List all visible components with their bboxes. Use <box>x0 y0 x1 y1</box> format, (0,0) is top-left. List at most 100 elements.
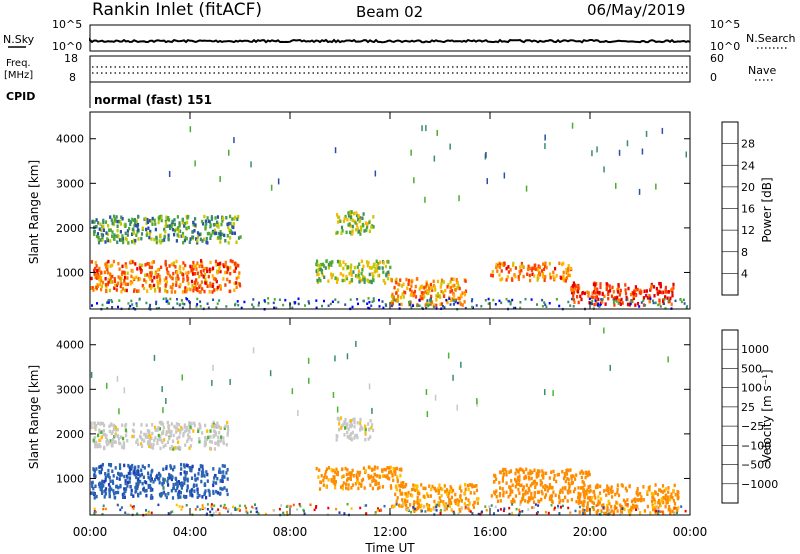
data-cell <box>318 487 322 491</box>
data-cell <box>611 495 614 499</box>
data-cell <box>422 506 425 509</box>
data-cell <box>428 484 431 488</box>
data-cell <box>226 492 229 497</box>
data-cell <box>161 430 164 435</box>
data-cell <box>651 299 654 302</box>
data-cell <box>655 287 658 291</box>
data-cell <box>214 441 217 445</box>
data-cell <box>455 280 459 285</box>
data-cell <box>374 170 377 177</box>
data-cell <box>477 512 480 516</box>
data-cell <box>147 511 150 514</box>
data-cell <box>113 218 117 222</box>
data-cell <box>582 510 585 514</box>
data-cell <box>370 266 373 270</box>
data-cell <box>405 503 408 508</box>
data-cell <box>574 477 577 481</box>
data-cell <box>200 259 203 263</box>
data-cell <box>509 490 512 494</box>
data-cell <box>91 220 94 224</box>
data-cell <box>671 290 674 294</box>
data-cell <box>157 285 160 289</box>
data-cell <box>561 262 564 267</box>
data-cell <box>141 226 145 231</box>
data-cell <box>536 511 539 514</box>
data-cell <box>108 424 111 428</box>
data-cell <box>211 507 214 511</box>
data-cell <box>148 441 152 445</box>
data-cell <box>518 269 521 274</box>
data-cell <box>371 407 373 414</box>
data-cell <box>642 485 645 489</box>
data-cell <box>624 283 627 287</box>
data-cell <box>539 479 542 483</box>
data-cell <box>572 305 575 308</box>
data-cell <box>416 499 419 503</box>
data-cell <box>424 196 426 203</box>
data-cell <box>110 280 113 284</box>
data-cell <box>209 260 212 265</box>
data-cell <box>456 301 459 305</box>
data-cell <box>436 292 440 296</box>
data-cell <box>349 298 352 301</box>
data-cell <box>439 302 442 307</box>
data-cell <box>634 497 637 501</box>
data-cell <box>123 279 126 283</box>
data-cell <box>426 411 429 418</box>
data-cell <box>176 233 179 237</box>
data-cell <box>353 436 356 440</box>
data-cell <box>547 511 550 515</box>
data-cell <box>339 272 342 276</box>
data-cell <box>349 217 352 221</box>
data-cell <box>126 233 129 237</box>
data-cell <box>348 472 351 476</box>
data-cell <box>201 495 204 499</box>
data-cell <box>418 304 421 307</box>
data-cell <box>90 371 93 378</box>
data-cell <box>447 491 451 495</box>
data-cell <box>459 484 462 489</box>
data-cell <box>233 262 237 266</box>
data-cell <box>439 512 442 515</box>
data-cell <box>121 217 124 221</box>
data-cell <box>432 279 435 284</box>
data-cell <box>199 305 202 308</box>
data-cell <box>544 389 546 396</box>
data-cell <box>550 497 553 501</box>
data-cell <box>607 499 610 504</box>
data-cell <box>501 277 504 281</box>
data-cell <box>131 260 134 264</box>
velocity-y-axis-label: Slant Range [km] <box>27 365 41 469</box>
data-cell <box>321 273 324 277</box>
data-cell <box>203 289 206 294</box>
velocity-colorbar-tick-label: −25 <box>741 420 764 433</box>
data-cell <box>254 503 256 506</box>
data-cell <box>595 300 598 304</box>
data-cell <box>527 496 530 500</box>
data-cell <box>613 299 616 303</box>
data-cell <box>437 489 441 493</box>
data-cell <box>429 282 432 287</box>
data-cell <box>665 501 668 505</box>
data-cell <box>325 259 328 264</box>
data-cell <box>650 499 654 504</box>
data-cell <box>145 513 147 516</box>
data-cell <box>200 479 203 484</box>
data-cell <box>343 433 346 437</box>
data-cell <box>396 475 399 479</box>
data-cell <box>154 428 157 433</box>
data-cell <box>185 271 188 275</box>
data-cell <box>599 484 602 489</box>
data-cell <box>116 427 119 432</box>
data-cell <box>557 504 559 508</box>
data-cell <box>378 260 382 264</box>
data-cell <box>98 266 101 271</box>
data-cell <box>112 222 115 227</box>
data-cell <box>356 480 360 484</box>
data-cell <box>400 295 403 300</box>
data-cell <box>531 266 534 270</box>
data-cell <box>117 471 120 476</box>
data-cell <box>528 498 531 503</box>
data-cell <box>476 398 478 405</box>
